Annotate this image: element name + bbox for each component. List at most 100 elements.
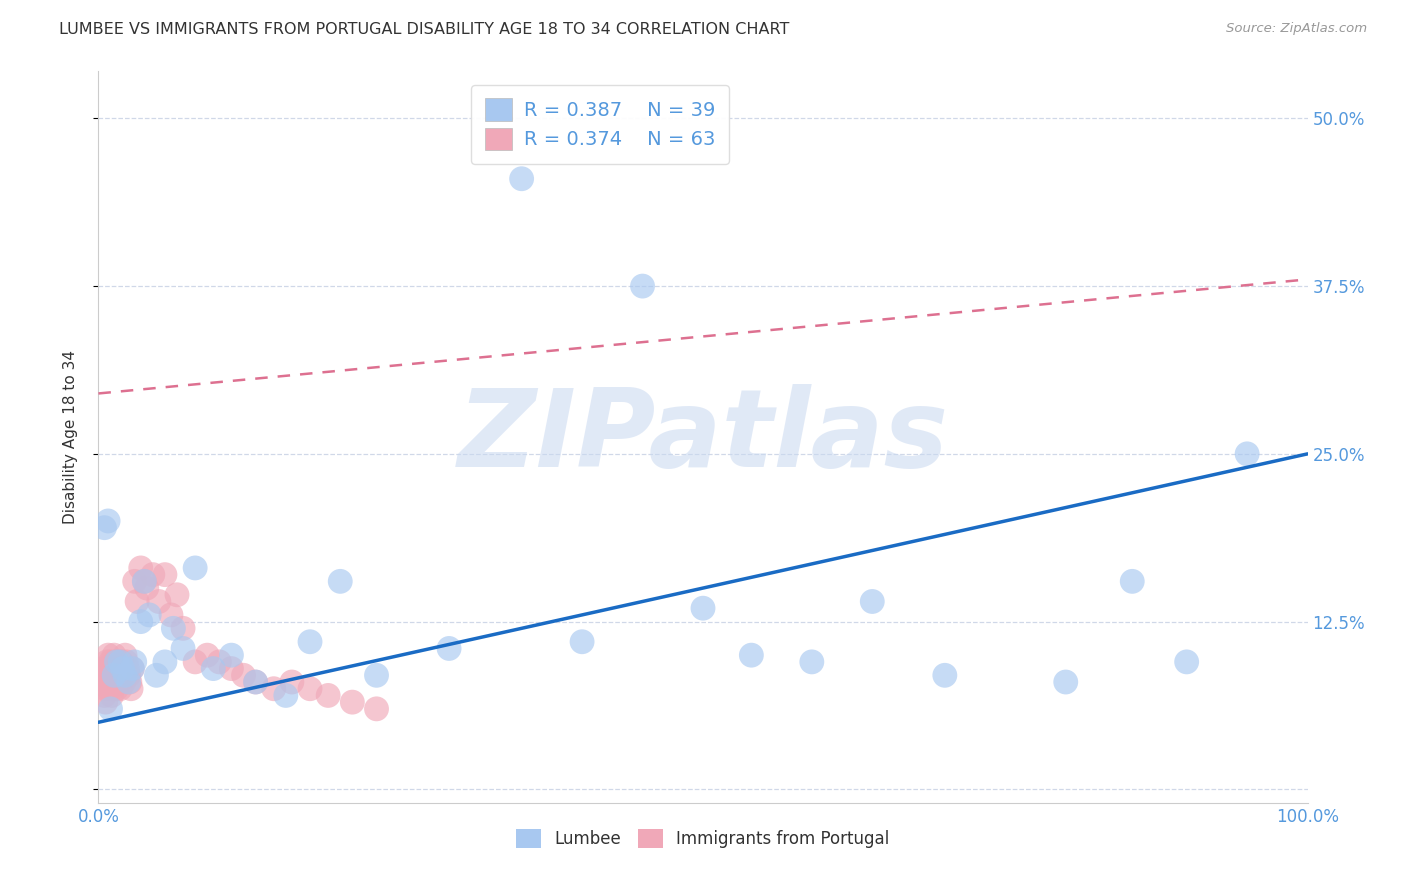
Legend: Lumbee, Immigrants from Portugal: Lumbee, Immigrants from Portugal xyxy=(508,821,898,856)
Point xyxy=(111,662,134,676)
Point xyxy=(118,668,141,682)
Point xyxy=(232,668,254,682)
Point xyxy=(631,279,654,293)
Point xyxy=(115,655,138,669)
Point xyxy=(134,574,156,589)
Point xyxy=(160,607,183,622)
Point xyxy=(97,675,120,690)
Text: Source: ZipAtlas.com: Source: ZipAtlas.com xyxy=(1226,22,1367,36)
Point xyxy=(105,655,128,669)
Point xyxy=(153,567,176,582)
Point xyxy=(114,668,136,682)
Point xyxy=(127,594,149,608)
Point xyxy=(104,655,127,669)
Point xyxy=(366,668,388,682)
Point xyxy=(202,662,225,676)
Point xyxy=(107,655,129,669)
Point xyxy=(97,648,120,662)
Point xyxy=(800,655,823,669)
Point xyxy=(93,689,115,703)
Point xyxy=(108,681,131,696)
Point xyxy=(100,689,122,703)
Point xyxy=(274,689,297,703)
Point xyxy=(148,594,170,608)
Point xyxy=(108,668,131,682)
Point xyxy=(100,675,122,690)
Point xyxy=(129,561,152,575)
Point xyxy=(860,594,883,608)
Point xyxy=(105,681,128,696)
Point xyxy=(105,668,128,682)
Point xyxy=(93,521,115,535)
Point xyxy=(184,561,207,575)
Point xyxy=(299,634,322,648)
Point xyxy=(104,675,127,690)
Point xyxy=(153,655,176,669)
Point xyxy=(114,648,136,662)
Point xyxy=(142,567,165,582)
Point xyxy=(195,648,218,662)
Point xyxy=(135,581,157,595)
Point xyxy=(108,675,131,690)
Point xyxy=(1175,655,1198,669)
Point xyxy=(208,655,231,669)
Point xyxy=(1121,574,1143,589)
Point xyxy=(94,695,117,709)
Point xyxy=(91,668,114,682)
Point xyxy=(1236,447,1258,461)
Point xyxy=(692,601,714,615)
Point xyxy=(166,588,188,602)
Point xyxy=(740,648,762,662)
Point xyxy=(96,655,118,669)
Point xyxy=(184,655,207,669)
Point xyxy=(129,615,152,629)
Point xyxy=(124,574,146,589)
Point xyxy=(118,675,141,690)
Point xyxy=(934,668,956,682)
Point xyxy=(510,171,533,186)
Point xyxy=(96,668,118,682)
Point xyxy=(221,662,243,676)
Point xyxy=(172,641,194,656)
Point xyxy=(120,681,142,696)
Point xyxy=(1054,675,1077,690)
Y-axis label: Disability Age 18 to 34: Disability Age 18 to 34 xyxy=(63,350,77,524)
Point xyxy=(100,655,122,669)
Point xyxy=(245,675,267,690)
Point xyxy=(342,695,364,709)
Point xyxy=(245,675,267,690)
Point xyxy=(121,662,143,676)
Point xyxy=(366,702,388,716)
Point xyxy=(103,668,125,682)
Point xyxy=(101,681,124,696)
Point xyxy=(110,655,132,669)
Point xyxy=(571,634,593,648)
Point xyxy=(134,574,156,589)
Text: ZIPatlas: ZIPatlas xyxy=(457,384,949,490)
Point xyxy=(107,662,129,676)
Point xyxy=(145,668,167,682)
Point xyxy=(329,574,352,589)
Point xyxy=(118,675,141,690)
Point xyxy=(103,648,125,662)
Point xyxy=(162,621,184,635)
Point xyxy=(98,681,121,696)
Point xyxy=(221,648,243,662)
Point xyxy=(97,514,120,528)
Point xyxy=(101,662,124,676)
Point xyxy=(124,655,146,669)
Point xyxy=(98,662,121,676)
Point xyxy=(263,681,285,696)
Point xyxy=(94,681,117,696)
Point xyxy=(299,681,322,696)
Point xyxy=(112,675,135,690)
Point xyxy=(91,675,114,690)
Point xyxy=(138,607,160,622)
Point xyxy=(93,662,115,676)
Point xyxy=(100,702,122,716)
Point xyxy=(100,668,122,682)
Point xyxy=(316,689,339,703)
Point xyxy=(121,662,143,676)
Point xyxy=(117,662,139,676)
Point xyxy=(103,668,125,682)
